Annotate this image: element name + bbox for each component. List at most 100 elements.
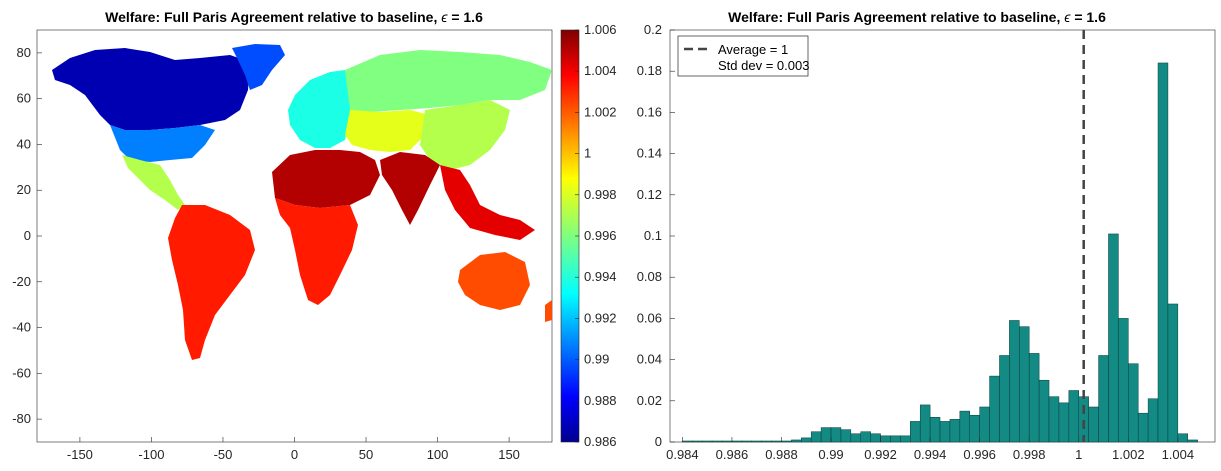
region-china — [420, 100, 510, 170]
histogram-bar — [850, 433, 861, 443]
map-y-tick-label: -40 — [12, 320, 31, 335]
map-ticks: -150 -100 -50 0 50 100 150 80 60 40 20 0 -20 -40 -60 -8… — [12, 45, 520, 462]
histogram-bar — [721, 440, 733, 443]
histogram-bar — [751, 440, 762, 443]
legend-box — [677, 35, 809, 77]
colorbar-tick-label: 1.002 — [584, 104, 617, 119]
histogram-bar — [979, 406, 990, 443]
histogram-x-tick-label: 0.99 — [818, 447, 843, 462]
histogram-bar — [711, 440, 723, 443]
histogram-x-tick-label: 0.988 — [765, 447, 798, 462]
histogram-bar — [870, 433, 881, 443]
histogram-y-tick-label: 0.16 — [637, 104, 662, 119]
histogram-bars — [682, 62, 1198, 443]
region-sub-saharan-africa — [275, 198, 358, 305]
histogram-bar — [1098, 355, 1109, 443]
histogram-bar — [1028, 353, 1040, 443]
map-y-tick-label: -60 — [12, 365, 31, 380]
histogram-bar — [1048, 396, 1060, 443]
legend-average-label: Average = 1 — [718, 42, 788, 57]
histogram-bar — [1108, 233, 1119, 443]
map-y-tick-label: 20 — [17, 182, 31, 197]
region-southeast-asia — [440, 165, 535, 240]
legend-stddev-label: Std dev = 0.003 — [718, 58, 809, 73]
colorbar-tick-label: 1.004 — [584, 63, 617, 78]
histogram-x-tick-label: 0.984 — [666, 447, 699, 462]
colorbar-ticks: 1.006 1.004 1.002 1 0.998 0.996 0.994 0.992 0.99… — [575, 22, 617, 449]
region-greenland — [232, 44, 285, 90]
region-russia — [345, 50, 552, 112]
map-y-tick-label: -80 — [12, 411, 31, 426]
histogram-x-tick-label: 1.004 — [1162, 447, 1195, 462]
histogram-ticks: 0.984 0.986 0.988 0.99 0.992 0.994 0.996 0.998 1… — [637, 22, 1194, 462]
histogram-y-tick-label: 0.14 — [637, 146, 662, 161]
histogram-y-tick-label: 0.2 — [644, 22, 662, 37]
histogram-x-tick-label: 0.994 — [914, 447, 947, 462]
region-central-asia — [345, 110, 430, 152]
histogram-bar — [1128, 363, 1139, 443]
histogram-bar — [771, 440, 782, 443]
colorbar: 1.006 1.004 1.002 1 0.998 0.996 0.994 0.992 0.99… — [560, 22, 617, 449]
histogram-x-tick-label: 0.996 — [963, 447, 996, 462]
histogram-bar — [801, 437, 812, 443]
histogram-bar — [1177, 433, 1189, 443]
region-north-america-north — [52, 48, 250, 130]
map-x-tick-label: 0 — [291, 447, 298, 462]
histogram-bar — [999, 355, 1010, 443]
histogram-bar — [820, 427, 832, 443]
histogram-bar — [860, 431, 871, 443]
histogram-bar — [919, 404, 931, 443]
histogram-bar — [880, 435, 891, 443]
histogram-bar — [1068, 390, 1080, 443]
histogram-bar — [1187, 439, 1198, 443]
histogram-y-tick-label: 0.06 — [637, 310, 662, 325]
region-new-zealand — [545, 300, 552, 322]
histogram-title: Welfare: Full Paris Agreement relative t… — [728, 9, 1106, 25]
region-north-africa-middle-east — [272, 150, 380, 208]
map-x-tick-label: -100 — [138, 447, 164, 462]
histogram-y-tick-label: 0.08 — [637, 269, 662, 284]
histogram-x-tick-label: 0.986 — [716, 447, 749, 462]
histogram-bar — [900, 435, 911, 443]
region-north-america-south — [110, 125, 215, 162]
histogram-bar — [959, 410, 970, 443]
histogram-y-tick-label: 0.04 — [637, 352, 662, 367]
histogram-bar — [840, 429, 852, 443]
map-x-tick-label: 150 — [498, 447, 520, 462]
colorbar-tick-label: 0.986 — [584, 434, 617, 449]
map-land — [52, 44, 552, 360]
legend: Average = 1 Std dev = 0.003 — [677, 35, 809, 77]
histogram-bar — [1058, 402, 1070, 443]
colorbar-tick-label: 0.992 — [584, 310, 617, 325]
map-title: Welfare: Full Paris Agreement relative t… — [105, 9, 483, 25]
map-x-tick-label: -150 — [67, 447, 93, 462]
histogram-bar — [1038, 379, 1050, 443]
map-x-tick-label: 50 — [359, 447, 373, 462]
histogram-x-tick-label: 1.002 — [1112, 447, 1145, 462]
histogram-bar — [949, 419, 961, 443]
histogram-bar — [1147, 398, 1159, 443]
map-y-tick-label: 80 — [17, 45, 31, 60]
histogram-panel: Welfare: Full Paris Agreement relative t… — [637, 9, 1216, 462]
histogram-y-tick-label: 0.12 — [637, 187, 662, 202]
histogram-bar — [692, 440, 703, 443]
histogram-bar — [1088, 406, 1099, 443]
histogram-y-tick-label: 0 — [655, 434, 662, 449]
histogram-bar — [1009, 320, 1020, 443]
map-x-tick-label: 100 — [427, 447, 449, 462]
histogram-bar — [910, 421, 921, 443]
histogram-bar — [741, 440, 752, 443]
histogram-bar — [929, 417, 941, 443]
histogram-bar — [1157, 62, 1169, 443]
map-y-tick-label: 0 — [24, 228, 31, 243]
map-x-tick-label: -50 — [214, 447, 233, 462]
map-y-tick-label: 60 — [17, 91, 31, 106]
colorbar-tick-label: 0.994 — [584, 269, 617, 284]
histogram-bar — [939, 421, 951, 443]
colorbar-tick-label: 1 — [584, 146, 591, 161]
histogram-bar — [989, 375, 1000, 443]
colorbar-tick-label: 0.998 — [584, 187, 617, 202]
histogram-x-tick-label: 1 — [1075, 447, 1082, 462]
